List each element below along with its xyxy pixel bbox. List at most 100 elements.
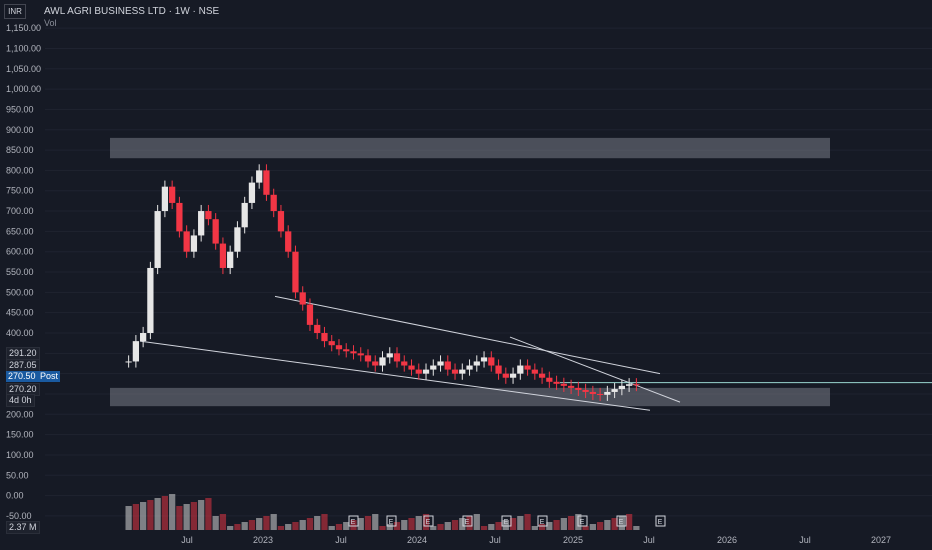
candle-body xyxy=(379,357,386,366)
candle-body xyxy=(161,186,169,212)
volume-bar xyxy=(466,516,473,530)
candle-body xyxy=(633,384,640,386)
volume-bar xyxy=(596,522,604,530)
candle-body xyxy=(321,333,328,342)
volume-bar xyxy=(589,524,596,530)
price-zone xyxy=(110,387,830,407)
volume-tag: 2.37 M xyxy=(6,521,40,534)
candle-body xyxy=(444,361,451,370)
candle-body xyxy=(277,211,285,232)
countdown-tag: 4d 0h xyxy=(6,394,35,407)
volume-bar xyxy=(437,524,444,530)
y-tick-label: 50.00 xyxy=(6,470,29,480)
post-badge: Post xyxy=(38,371,61,382)
volume-bar xyxy=(604,520,611,530)
candle-body xyxy=(314,324,321,334)
y-tick-label: 850.00 xyxy=(6,145,34,155)
candle-body xyxy=(546,377,553,382)
earnings-marker-label: E xyxy=(580,519,585,526)
volume-bar xyxy=(611,518,618,530)
candle-body xyxy=(227,251,234,268)
candles xyxy=(125,164,640,401)
volume-bar xyxy=(415,516,422,530)
candle-body xyxy=(198,211,205,236)
volume-bar xyxy=(270,514,277,530)
candle-body xyxy=(306,304,314,325)
candle-body xyxy=(553,381,560,384)
candle-body xyxy=(466,365,473,370)
x-tick-label: Jul xyxy=(335,535,347,545)
candle-body xyxy=(430,365,437,370)
volume-label: Vol xyxy=(44,18,57,28)
volume-bar xyxy=(422,514,430,530)
candle-body xyxy=(125,361,132,363)
currency-badge[interactable]: INR xyxy=(4,4,26,19)
candle-body xyxy=(205,211,212,220)
volume-bar xyxy=(335,524,343,530)
candle-body xyxy=(531,369,538,374)
volume-bar xyxy=(357,518,364,530)
volume-bar xyxy=(343,522,350,530)
candle-body xyxy=(183,231,190,252)
candle-body xyxy=(147,267,154,334)
candle-body xyxy=(480,357,488,362)
candle-body xyxy=(328,341,335,346)
candle-body xyxy=(408,365,415,370)
earnings-marker-label: E xyxy=(426,519,431,526)
volume-bar xyxy=(241,522,248,530)
earnings-marker-label: E xyxy=(540,519,545,526)
earnings-marker-label: E xyxy=(389,519,394,526)
candle-body xyxy=(219,243,227,268)
earnings-marker xyxy=(462,515,473,527)
volume-bar xyxy=(321,514,328,530)
candle-body xyxy=(618,385,625,390)
candle-body xyxy=(589,391,596,394)
upper-trend-line xyxy=(274,295,661,375)
earnings-marker xyxy=(616,515,627,527)
volume-bar xyxy=(509,518,517,530)
y-tick-label: 1,000.00 xyxy=(6,84,41,94)
volume-bar xyxy=(582,526,589,530)
earnings-marker xyxy=(655,515,666,527)
volume-bars xyxy=(125,494,640,530)
candle-body xyxy=(625,384,633,386)
candle-body xyxy=(604,391,611,395)
volume-bar xyxy=(567,516,575,530)
candle-body xyxy=(212,219,219,244)
volume-bar xyxy=(618,516,625,530)
candle-body xyxy=(611,389,618,392)
volume-bar xyxy=(372,514,379,530)
y-tick-label: -50.00 xyxy=(6,511,32,521)
candle-body xyxy=(451,369,459,374)
x-tick-label: Jul xyxy=(181,535,193,545)
price-tag-last: 270.50 xyxy=(6,371,38,382)
y-tick-label: 500.00 xyxy=(6,287,34,297)
candle-body xyxy=(299,292,306,305)
volume-bar xyxy=(234,524,241,530)
volume-bar xyxy=(538,524,546,530)
y-tick-label: 800.00 xyxy=(6,165,34,175)
volume-bar xyxy=(277,526,285,530)
volume-bar xyxy=(386,524,393,530)
candle-body xyxy=(263,170,270,195)
candle-body xyxy=(495,365,502,374)
volume-bar xyxy=(553,520,560,530)
candle-body xyxy=(509,373,517,378)
volume-bar xyxy=(495,522,502,530)
volume-bar xyxy=(633,526,640,530)
earnings-marker xyxy=(537,515,548,527)
wedge-line xyxy=(509,336,681,403)
support-resistance-zones xyxy=(110,137,830,407)
y-tick-label: 150.00 xyxy=(6,430,34,440)
volume-bar xyxy=(263,516,270,530)
candle-body xyxy=(372,361,379,366)
volume-bar xyxy=(299,520,306,530)
y-tick-label: 1,050.00 xyxy=(6,64,41,74)
candle-body xyxy=(132,341,140,362)
candle-body xyxy=(154,211,161,268)
volume-bar xyxy=(430,526,437,530)
volume-bar xyxy=(408,518,415,530)
candle-body xyxy=(364,355,372,362)
